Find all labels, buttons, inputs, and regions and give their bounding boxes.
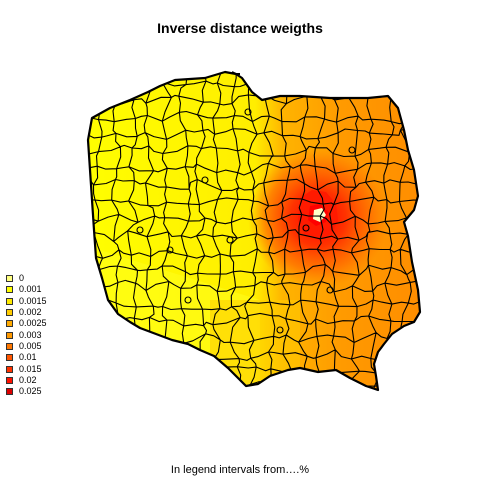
legend-item: 0.015 (6, 363, 47, 374)
legend-label: 0.015 (19, 363, 42, 374)
legend-item: 0.005 (6, 341, 47, 352)
legend-item: 0.0015 (6, 296, 47, 307)
legend-label: 0.01 (19, 352, 37, 363)
legend-label: 0.001 (19, 284, 42, 295)
legend-swatch (6, 309, 13, 317)
legend-label: 0.025 (19, 386, 42, 397)
legend-swatch (6, 342, 13, 350)
city-district-ring (184, 296, 192, 304)
legend-item: 0.003 (6, 329, 47, 340)
legend-swatch (6, 376, 13, 384)
legend-label: 0 (19, 273, 25, 284)
legend-label: 0.02 (19, 374, 37, 385)
legend-label: 0.005 (19, 340, 42, 351)
legend-item: 0 (6, 273, 47, 284)
legend-label: 0.003 (19, 329, 42, 340)
city-district-ring (136, 226, 144, 234)
city-district-ring (166, 246, 174, 254)
city-district-ring (201, 176, 209, 184)
legend-swatch (6, 331, 13, 339)
legend-swatch (6, 275, 13, 283)
legend-swatch (6, 354, 13, 362)
legend-item: 0.002 (6, 307, 47, 318)
legend-swatch (6, 286, 13, 294)
legend-swatch (6, 297, 13, 305)
legend-label: 0.0015 (19, 295, 47, 306)
map-legend: 0 0.001 0.0015 0.002 0.0025 0.003 0.005 0.01 0.0… (6, 273, 47, 397)
city-district-ring (244, 108, 252, 116)
legend-item: 0.001 (6, 284, 47, 295)
legend-caption: In legend intervals from….% (170, 464, 310, 476)
legend-label: 0.002 (19, 307, 42, 318)
legend-swatch (6, 365, 13, 373)
legend-swatch (6, 320, 13, 328)
legend-item: 0.025 (6, 386, 47, 397)
city-district-ring (276, 326, 284, 334)
legend-item: 0.0025 (6, 318, 47, 329)
city-district-ring (348, 146, 356, 154)
legend-item: 0.02 (6, 375, 47, 386)
city-district-ring (226, 236, 234, 244)
legend-item: 0.01 (6, 352, 47, 363)
hel-peninsula (231, 71, 240, 75)
city-district-ring (302, 224, 310, 232)
legend-label: 0.0025 (19, 318, 47, 329)
map-title: Inverse distance weigths (157, 20, 323, 36)
legend-swatch (6, 388, 13, 396)
city-district-ring (326, 286, 334, 294)
